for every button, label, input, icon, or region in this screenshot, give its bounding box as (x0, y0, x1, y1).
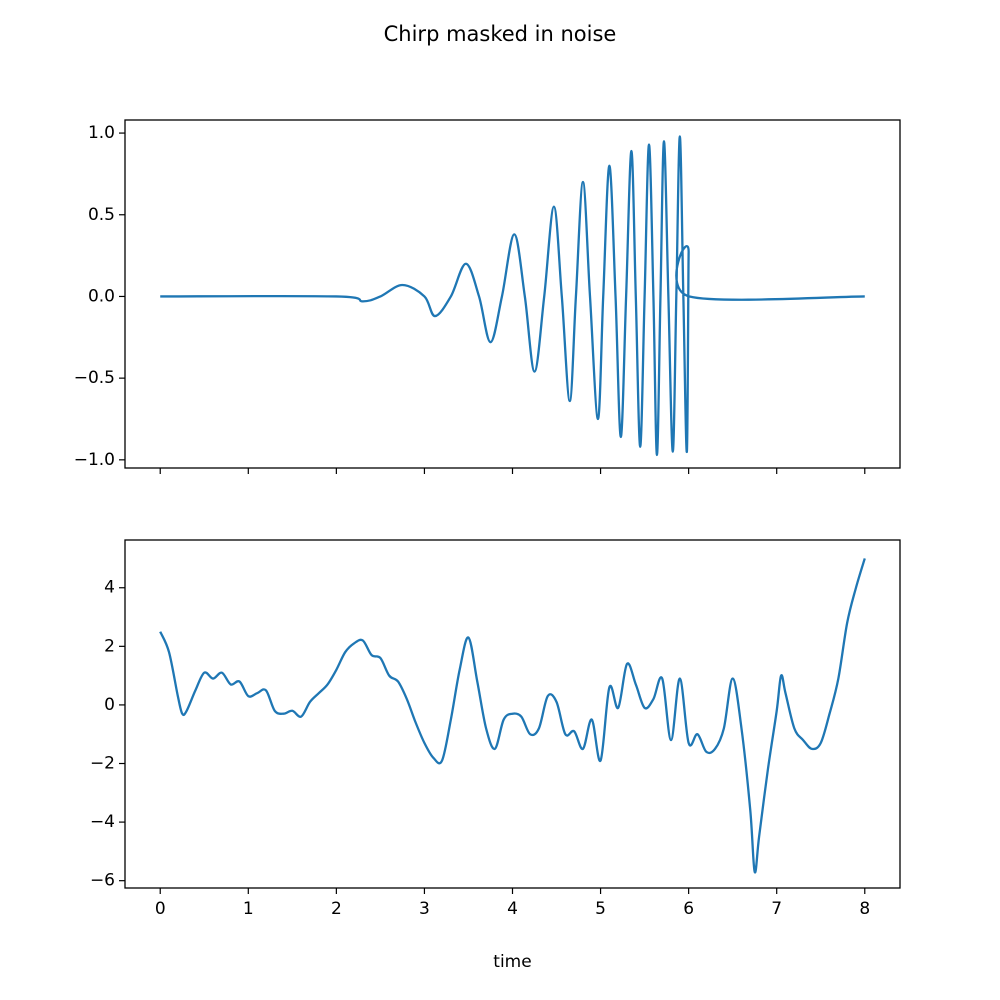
data-line (159, 558, 866, 874)
x-tick-label: 1 (243, 899, 254, 919)
x-tick-label: 6 (683, 899, 694, 919)
x-tick-label: 2 (331, 899, 342, 919)
axes-frame (124, 119, 901, 469)
axes-frame (124, 539, 901, 889)
y-tick-label: 0.0 (88, 286, 115, 306)
y-tick-label: 1.0 (88, 123, 115, 143)
y-tick-label: −1.0 (74, 450, 115, 470)
y-tick-label: −6 (90, 871, 115, 891)
y-tick-label: 0.5 (88, 205, 115, 225)
x-tick-label: 7 (771, 899, 782, 919)
figure-title: Chirp masked in noise (384, 22, 617, 46)
x-tick-label: 4 (507, 899, 518, 919)
x-tick-label: 0 (155, 899, 166, 919)
y-tick-label: 0 (104, 695, 115, 715)
y-tick-label: 4 (104, 578, 115, 598)
x-axis-label: time (493, 952, 531, 972)
data-line (160, 135, 865, 457)
x-tick-label: 8 (859, 899, 870, 919)
x-tick-label: 5 (595, 899, 606, 919)
y-tick-label: 2 (104, 636, 115, 656)
y-tick-label: −4 (90, 812, 115, 832)
y-tick-label: −0.5 (74, 368, 115, 388)
y-tick-label: −2 (90, 754, 115, 774)
x-tick-label: 3 (419, 899, 430, 919)
